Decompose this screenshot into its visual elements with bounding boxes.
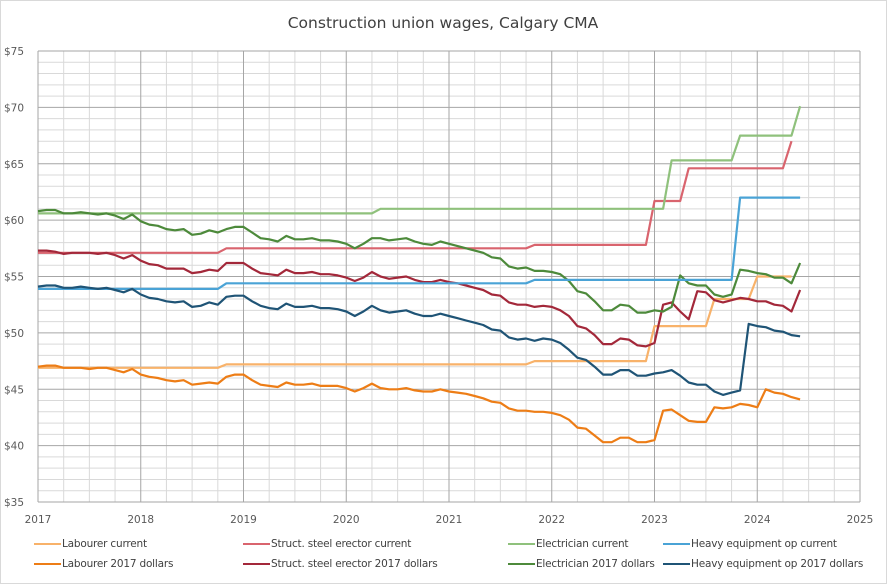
x-tick-label: 2022 — [538, 514, 565, 526]
legend-swatch — [34, 543, 61, 545]
x-tick-label: 2018 — [127, 514, 154, 526]
y-tick-label: $50 — [4, 328, 24, 340]
legend-item-labourer-current: Labourer current — [34, 536, 147, 552]
y-tick-label: $70 — [4, 102, 24, 114]
legend-swatch — [243, 563, 270, 565]
x-axis: 2017 2018 2019 2020 2021 2022 2023 2024 2025 — [25, 514, 874, 526]
series-line-heavy-equipment-op-2017-dollars — [37, 284, 801, 396]
series-line-heavy-equipment-op-current — [38, 196, 801, 290]
x-tick-label: 2025 — [847, 514, 874, 526]
x-tick-label: 2021 — [436, 514, 463, 526]
series-line-electrician-current — [38, 105, 802, 215]
legend-label: Electrician current — [536, 538, 629, 550]
legend-label: Electrician 2017 dollars — [536, 558, 655, 570]
x-tick-label: 2020 — [333, 514, 360, 526]
y-tick-label: $40 — [4, 441, 24, 453]
y-axis: $35 $40 $45 $50 $55 $60 $65 $70 $75 — [4, 46, 24, 509]
legend-label: Labourer current — [62, 538, 147, 550]
legend-swatch — [34, 563, 61, 565]
legend-swatch — [508, 563, 535, 565]
series-line-labourer-2017-dollars — [37, 364, 801, 444]
legend-label: Labourer 2017 dollars — [62, 558, 174, 570]
y-tick-label: $60 — [4, 215, 24, 227]
legend-label: Heavy equipment op 2017 dollars — [691, 558, 864, 570]
series-line-labourer-current — [38, 275, 792, 369]
legend-item-heavy-equipment-op-2017-dollars: Heavy equipment op 2017 dollars — [663, 556, 863, 572]
legend-swatch — [663, 543, 690, 545]
series-lines — [37, 105, 802, 444]
legend-item-labourer-2017-dollars: Labourer 2017 dollars — [34, 556, 173, 572]
legend-label: Heavy equipment op current — [691, 538, 837, 550]
chart-legend: Labourer current Struct. steel erector cu… — [0, 536, 887, 576]
series-line-struct-steel-erector-current — [38, 140, 793, 254]
legend-swatch — [243, 543, 270, 545]
x-tick-label: 2017 — [25, 514, 52, 526]
legend-item-heavy-equipment-op-current: Heavy equipment op current — [663, 536, 837, 552]
legend-item-electrician-current: Electrician current — [508, 536, 629, 552]
legend-item-struct-steel-erector-current: Struct. steel erector current — [243, 536, 411, 552]
x-tick-label: 2023 — [641, 514, 668, 526]
series-line-electrician-2017-dollars — [37, 208, 802, 314]
legend-swatch — [663, 563, 690, 565]
y-tick-label: $65 — [4, 159, 24, 171]
legend-item-struct-steel-erector-2017-dollars: Struct. steel erector 2017 dollars — [243, 556, 438, 572]
y-tick-label: $75 — [4, 46, 24, 58]
chart-title: Construction union wages, Calgary CMA — [288, 14, 599, 32]
x-tick-label: 2024 — [744, 514, 771, 526]
legend-label: Struct. steel erector 2017 dollars — [271, 558, 438, 570]
x-tick-label: 2019 — [230, 514, 257, 526]
legend-swatch — [508, 543, 535, 545]
y-tick-label: $45 — [4, 384, 24, 396]
y-tick-label: $55 — [4, 272, 24, 284]
legend-item-electrician-2017-dollars: Electrician 2017 dollars — [508, 556, 655, 572]
y-tick-label: $35 — [4, 497, 24, 509]
legend-label: Struct. steel erector current — [271, 538, 412, 550]
